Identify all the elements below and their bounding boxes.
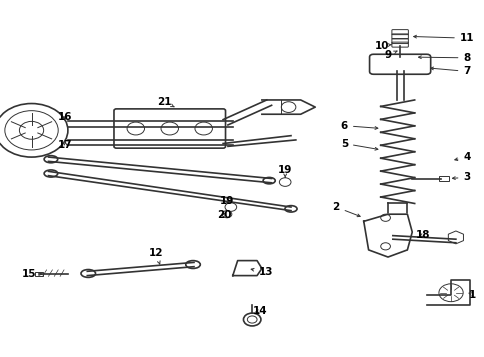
Text: 10: 10 xyxy=(374,41,391,51)
Text: 13: 13 xyxy=(251,267,272,277)
Polygon shape xyxy=(363,214,411,257)
Text: 21: 21 xyxy=(156,97,174,107)
Text: 12: 12 xyxy=(149,248,163,264)
Text: 14: 14 xyxy=(253,306,267,316)
Text: 19: 19 xyxy=(277,165,292,177)
Text: 1: 1 xyxy=(468,290,475,300)
Bar xyxy=(35,272,43,276)
Text: 15: 15 xyxy=(22,269,42,279)
Text: 4: 4 xyxy=(454,152,470,162)
Text: 8: 8 xyxy=(418,53,469,63)
Text: 20: 20 xyxy=(216,210,231,220)
Text: 16: 16 xyxy=(58,112,73,122)
Text: 5: 5 xyxy=(340,139,377,150)
Text: 2: 2 xyxy=(332,202,360,217)
Polygon shape xyxy=(426,280,469,305)
Text: 17: 17 xyxy=(58,140,73,150)
Text: 18: 18 xyxy=(415,230,429,240)
Text: 11: 11 xyxy=(413,33,473,43)
Text: 9: 9 xyxy=(384,50,396,60)
Text: 7: 7 xyxy=(430,66,470,76)
Text: 19: 19 xyxy=(219,196,234,206)
Bar xyxy=(438,176,448,181)
Polygon shape xyxy=(232,261,261,276)
Text: 3: 3 xyxy=(452,172,469,182)
Text: 6: 6 xyxy=(340,121,377,131)
